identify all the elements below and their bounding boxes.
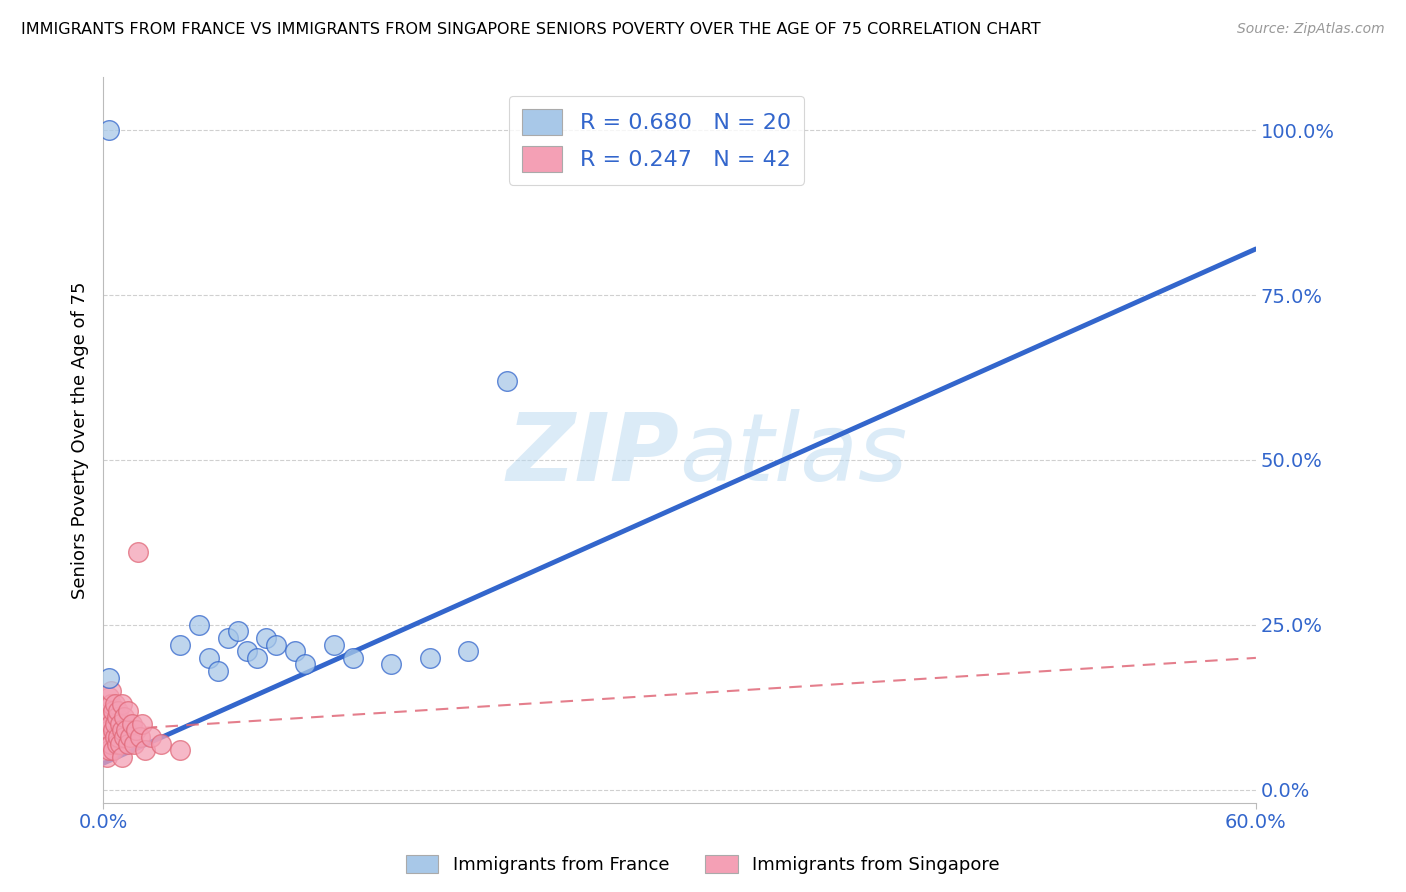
Point — [294, 657, 316, 672]
Point — [100, 716, 122, 731]
Legend: R = 0.680   N = 20, R = 0.247   N = 42: R = 0.680 N = 20, R = 0.247 N = 42 — [509, 95, 804, 185]
Point — [131, 716, 153, 731]
Point — [122, 737, 145, 751]
Point — [127, 545, 149, 559]
Point — [97, 743, 120, 757]
Point — [380, 657, 402, 672]
Text: Source: ZipAtlas.com: Source: ZipAtlas.com — [1237, 22, 1385, 37]
Point — [226, 624, 249, 639]
Point — [121, 716, 143, 731]
Point — [101, 723, 124, 738]
Point — [322, 638, 344, 652]
Point — [246, 651, 269, 665]
Point — [419, 651, 441, 665]
Point — [104, 716, 127, 731]
Point — [495, 374, 517, 388]
Text: atlas: atlas — [679, 409, 908, 500]
Point — [188, 618, 211, 632]
Point — [105, 710, 128, 724]
Point — [111, 749, 134, 764]
Point — [284, 644, 307, 658]
Point — [107, 730, 129, 744]
Point — [107, 704, 129, 718]
Point — [110, 737, 132, 751]
Point — [104, 697, 127, 711]
Point — [128, 730, 150, 744]
Point — [236, 644, 259, 658]
Point — [97, 690, 120, 705]
Point — [117, 704, 139, 718]
Point — [457, 644, 479, 658]
Point — [112, 710, 135, 724]
Point — [101, 743, 124, 757]
Point — [96, 749, 118, 764]
Point — [111, 723, 134, 738]
Point — [97, 671, 120, 685]
Point — [169, 743, 191, 757]
Point — [100, 683, 122, 698]
Point — [264, 638, 287, 652]
Point — [96, 710, 118, 724]
Point — [149, 737, 172, 751]
Text: IMMIGRANTS FROM FRANCE VS IMMIGRANTS FROM SINGAPORE SENIORS POVERTY OVER THE AGE: IMMIGRANTS FROM FRANCE VS IMMIGRANTS FRO… — [21, 22, 1040, 37]
Point — [256, 631, 278, 645]
Point — [207, 664, 229, 678]
Point — [198, 651, 221, 665]
Point — [141, 730, 163, 744]
Text: ZIP: ZIP — [506, 409, 679, 500]
Point — [112, 730, 135, 744]
Point — [97, 723, 120, 738]
Point — [115, 723, 138, 738]
Point — [118, 730, 141, 744]
Point — [217, 631, 239, 645]
Point — [97, 704, 120, 718]
Point — [97, 123, 120, 137]
Point — [125, 723, 148, 738]
Point — [117, 737, 139, 751]
Legend: Immigrants from France, Immigrants from Singapore: Immigrants from France, Immigrants from … — [396, 846, 1010, 883]
Point — [101, 704, 124, 718]
Point — [104, 730, 127, 744]
Point — [110, 716, 132, 731]
Y-axis label: Seniors Poverty Over the Age of 75: Seniors Poverty Over the Age of 75 — [72, 282, 89, 599]
Point — [169, 638, 191, 652]
Point — [134, 743, 156, 757]
Point — [100, 737, 122, 751]
Point — [111, 697, 134, 711]
Point — [96, 730, 118, 744]
Point — [100, 697, 122, 711]
Point — [105, 737, 128, 751]
Point — [342, 651, 364, 665]
